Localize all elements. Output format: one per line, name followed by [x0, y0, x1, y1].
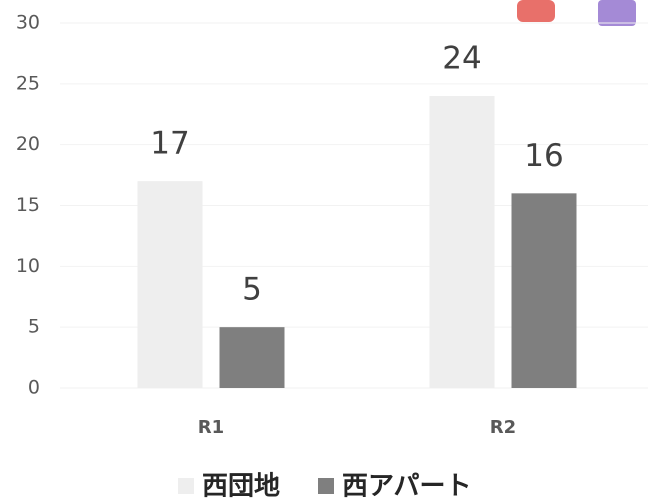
- y-tick-label: 15: [16, 194, 40, 216]
- y-tick-label: 10: [16, 255, 40, 277]
- y-tick-label: 0: [28, 377, 40, 399]
- legend-swatch: [178, 478, 194, 494]
- bar: [512, 193, 577, 388]
- data-label: 24: [442, 41, 481, 77]
- legend-swatch: [318, 478, 334, 494]
- x-tick-label: R1: [198, 417, 224, 438]
- bar: [138, 181, 203, 388]
- chart: 0 5 10 15 20 25 30 R1 17 5 R2 24 16 西団地 西アパート: [0, 0, 648, 501]
- decor-icon: [598, 0, 636, 26]
- y-tick-label: 25: [16, 72, 40, 94]
- data-label: 5: [242, 272, 262, 308]
- bar: [430, 96, 495, 388]
- y-tick-label: 30: [16, 12, 40, 34]
- data-label: 16: [524, 138, 563, 174]
- x-tick-label: R2: [490, 417, 516, 438]
- legend-label: 西アパート: [342, 472, 471, 501]
- y-tick-label: 5: [28, 316, 40, 338]
- legend-label: 西団地: [202, 472, 280, 501]
- data-label: 17: [150, 126, 189, 162]
- bar: [220, 327, 285, 388]
- decor-icon: [517, 0, 555, 22]
- y-tick-label: 20: [16, 133, 40, 155]
